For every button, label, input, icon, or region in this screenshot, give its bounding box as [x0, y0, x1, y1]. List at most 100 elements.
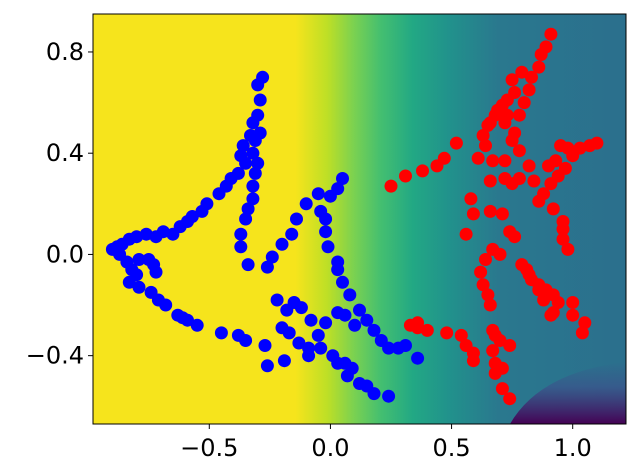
data-point [544, 177, 558, 191]
plot-frame [92, 13, 627, 425]
scatter-series [105, 27, 604, 406]
data-point [481, 288, 495, 302]
data-point [260, 260, 274, 274]
data-point [411, 351, 425, 365]
data-point [495, 207, 509, 221]
data-point [246, 116, 260, 130]
data-point [546, 202, 560, 216]
x-tick-label: −0.5 [180, 434, 238, 462]
data-point [248, 166, 262, 180]
data-point [275, 237, 289, 251]
data-point [459, 227, 473, 241]
data-point [270, 293, 284, 307]
data-point [246, 179, 260, 193]
data-point [522, 159, 536, 173]
data-point [500, 108, 514, 122]
data-point [495, 382, 509, 396]
data-point [476, 129, 490, 142]
contour-purple-corner [510, 362, 626, 424]
data-point [253, 93, 267, 107]
data-point [234, 227, 248, 241]
data-point [331, 263, 345, 277]
series-0 [105, 70, 425, 403]
data-point [190, 318, 204, 332]
data-point [382, 341, 396, 355]
data-point [299, 197, 313, 211]
data-point [534, 48, 548, 61]
data-point [474, 265, 488, 279]
data-point [343, 288, 357, 302]
data-point [498, 154, 512, 168]
data-point [440, 326, 454, 340]
data-point [292, 336, 306, 350]
data-point [466, 207, 480, 221]
data-point [495, 361, 509, 375]
data-point [241, 258, 255, 272]
data-point [367, 323, 381, 337]
data-point [239, 334, 253, 347]
data-point [486, 344, 500, 358]
data-point [575, 326, 589, 340]
data-point [384, 179, 398, 193]
data-point [556, 215, 570, 228]
data-point [367, 387, 381, 401]
data-point [265, 250, 279, 264]
data-point [319, 212, 333, 226]
x-tick-label: 1.0 [554, 434, 592, 462]
series-1 [384, 27, 604, 406]
data-point [251, 78, 265, 92]
y-tick-label: −0.4 [26, 342, 84, 370]
data-point [512, 108, 526, 122]
data-point [416, 164, 429, 178]
data-point [314, 341, 328, 355]
data-point [532, 283, 546, 297]
data-point [319, 225, 333, 239]
data-point [331, 306, 345, 320]
data-point [311, 328, 325, 342]
data-point [556, 232, 570, 246]
data-point [285, 227, 299, 241]
data-point [466, 354, 480, 368]
data-point [234, 240, 248, 254]
data-point [336, 172, 349, 185]
data-point [321, 240, 335, 254]
data-point [508, 230, 522, 244]
y-tick-label: 0.0 [46, 240, 84, 268]
data-point [537, 293, 551, 307]
data-point [486, 154, 500, 168]
data-point [149, 265, 163, 279]
contour-background [93, 14, 626, 424]
data-point [239, 212, 253, 226]
data-point [481, 118, 495, 132]
data-point [508, 126, 522, 140]
data-point [302, 349, 316, 363]
data-point [544, 308, 558, 322]
data-point [336, 275, 349, 289]
data-point [522, 83, 536, 97]
data-point [212, 187, 226, 201]
data-point [258, 339, 272, 352]
data-point [483, 174, 497, 188]
data-point [488, 108, 502, 122]
data-point [260, 359, 274, 373]
data-point [338, 356, 352, 370]
data-point [248, 134, 262, 147]
data-point [311, 187, 325, 201]
data-point [503, 339, 517, 352]
data-point [282, 326, 296, 340]
data-point [578, 316, 592, 330]
data-point [464, 192, 478, 206]
data-point [527, 174, 541, 188]
data-point [503, 392, 517, 406]
data-point [479, 253, 492, 266]
data-point [517, 96, 531, 110]
data-point [241, 202, 255, 216]
data-point [566, 308, 580, 322]
data-point [566, 296, 580, 309]
data-point [512, 144, 526, 158]
data-point [498, 172, 512, 185]
data-point [479, 139, 492, 153]
data-point [360, 313, 374, 327]
data-point [549, 154, 563, 168]
